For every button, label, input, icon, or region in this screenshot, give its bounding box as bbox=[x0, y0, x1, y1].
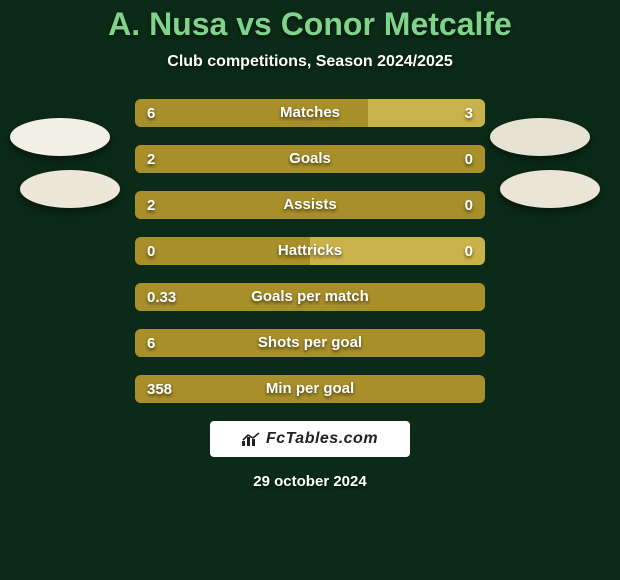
stat-value-right: 0 bbox=[453, 197, 485, 214]
stat-value-left: 358 bbox=[135, 381, 184, 398]
stat-value-left: 2 bbox=[135, 151, 167, 168]
player-photo bbox=[500, 170, 600, 208]
stat-row: 358Min per goal bbox=[135, 375, 485, 403]
stat-value-left: 6 bbox=[135, 105, 167, 122]
stat-value-left: 0.33 bbox=[135, 289, 188, 306]
brand-badge: FcTables.com bbox=[210, 421, 410, 457]
player-photo bbox=[490, 118, 590, 156]
stat-value-left: 0 bbox=[135, 243, 167, 260]
stat-value-right: 0 bbox=[453, 151, 485, 168]
stat-row: 6Shots per goal bbox=[135, 329, 485, 357]
player-photo bbox=[10, 118, 110, 156]
page-title: A. Nusa vs Conor Metcalfe bbox=[0, 0, 620, 43]
stat-row: 00Hattricks bbox=[135, 237, 485, 265]
stat-row: 0.33Goals per match bbox=[135, 283, 485, 311]
stat-row: 20Assists bbox=[135, 191, 485, 219]
chart-icon bbox=[242, 432, 260, 446]
stat-value-right: 0 bbox=[453, 243, 485, 260]
stat-value-left: 6 bbox=[135, 335, 167, 352]
page-date: 29 october 2024 bbox=[0, 473, 620, 490]
stat-rows: 63Matches20Goals20Assists00Hattricks0.33… bbox=[135, 99, 485, 403]
stat-row: 20Goals bbox=[135, 145, 485, 173]
brand-text: FcTables.com bbox=[266, 430, 378, 448]
stat-row: 63Matches bbox=[135, 99, 485, 127]
player-photo bbox=[20, 170, 120, 208]
page-subtitle: Club competitions, Season 2024/2025 bbox=[0, 53, 620, 71]
stat-value-right: 3 bbox=[453, 105, 485, 122]
stat-value-left: 2 bbox=[135, 197, 167, 214]
